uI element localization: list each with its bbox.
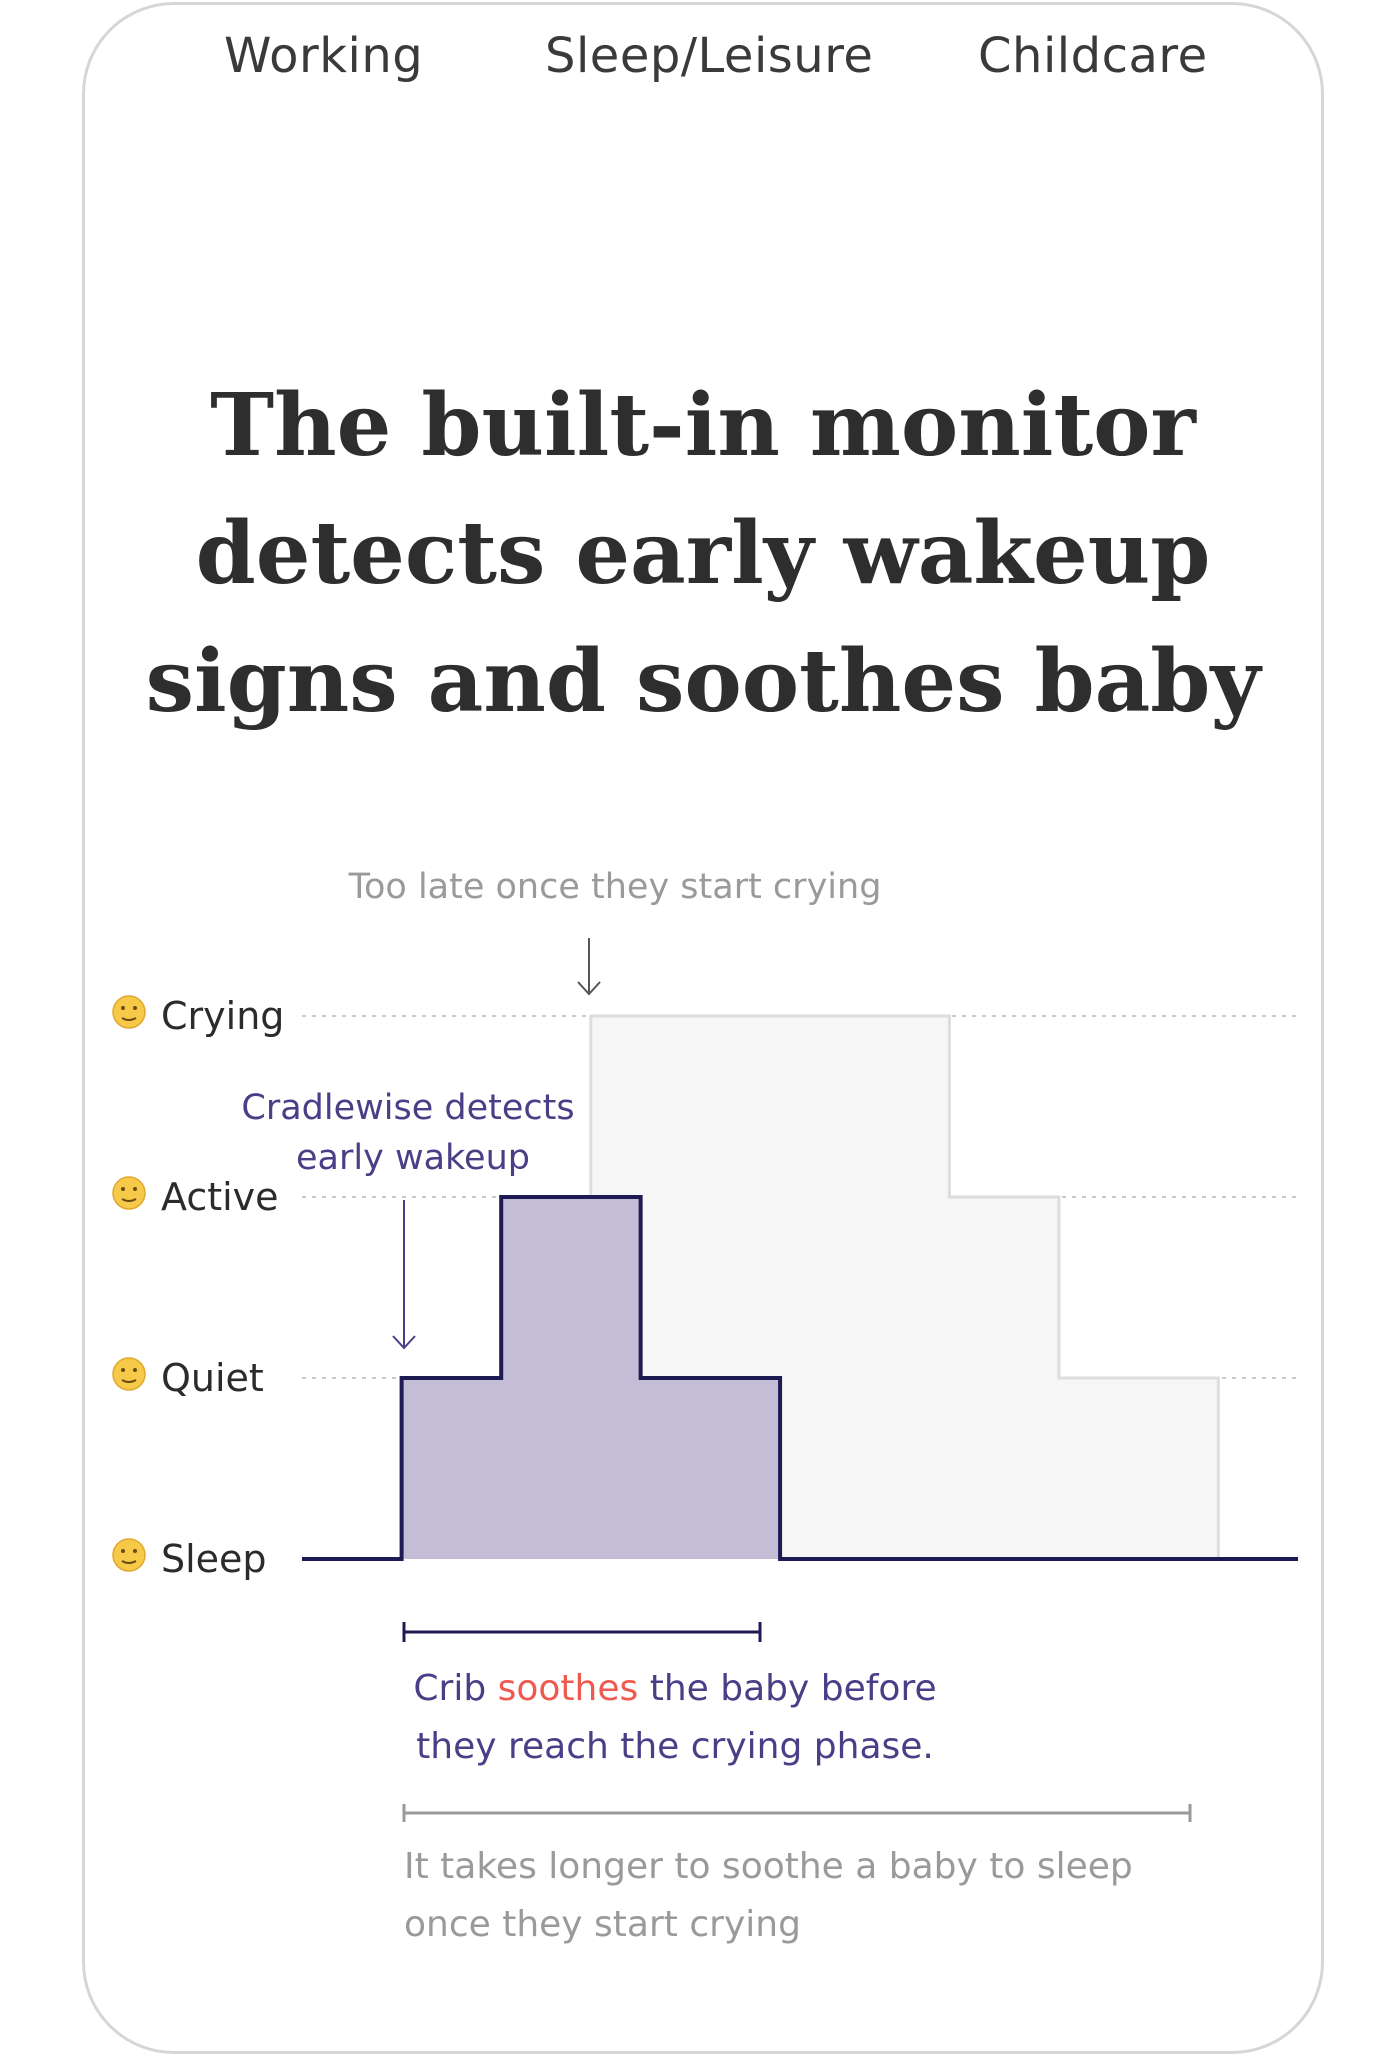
soothe-duration-bracket [402, 1622, 762, 1642]
soothe-caption: Crib soothes the baby before they reach … [395, 1660, 955, 1776]
emoji-eye-left [121, 1187, 125, 1191]
crying-duration-bracket [402, 1804, 1192, 1822]
ylabel-text-quiet: Quiet [161, 1356, 264, 1400]
ylabel-text-active: Active [161, 1175, 279, 1219]
sleeping-face-emoji [112, 1538, 146, 1572]
emoji-eye-left [121, 1006, 125, 1010]
crying-face-emoji [112, 995, 146, 1029]
emoji-eye-left [121, 1368, 125, 1372]
emoji-mouth [121, 1379, 137, 1383]
too-late-arrow-head [577, 981, 601, 996]
headline: The built-in monitor detects early wakeu… [82, 362, 1324, 746]
emoji-mouth [121, 1198, 137, 1202]
detects-arrow-head [392, 1335, 416, 1350]
ylabel-text-crying: Crying [161, 994, 284, 1038]
detects-annotation-line-2: early wakeup [296, 1138, 530, 1178]
headline-line-2: detects early wakeup [195, 503, 1211, 604]
headline-line-1: The built-in monitor [210, 375, 1196, 476]
y-axis-labels: Sleep Quiet Active Crying [112, 994, 284, 1581]
soothe-caption-line-1: Crib soothes the baby before [395, 1660, 955, 1718]
emoji-eye-right [133, 1006, 137, 1010]
ylabel-quiet: Quiet [112, 1356, 264, 1400]
soothe-caption-line-2: they reach the crying phase. [416, 1726, 934, 1767]
annotation-layer: Too late once they start crying Cradlewi… [241, 867, 882, 1350]
tab-sleep-leisure[interactable]: Sleep/Leisure [545, 28, 874, 84]
with-cradlewise-line [302, 1195, 1298, 1561]
without-cradlewise-line [589, 1014, 1220, 1559]
ylabel-text-sleep: Sleep [161, 1537, 267, 1581]
emoji-eye-right [133, 1368, 137, 1372]
too-late-annotation: Too late once they start crying [348, 867, 882, 907]
emoji-eye-right [133, 1549, 137, 1553]
emoji-mouth [121, 1017, 137, 1021]
emoji-eye-right [133, 1187, 137, 1191]
brackets [402, 1622, 1192, 1822]
headline-line-3: signs and soothes baby [145, 631, 1261, 732]
tab-bar: Working Sleep/Leisure Childcare [0, 28, 1400, 98]
with-cradlewise-area [401, 1197, 781, 1559]
detects-annotation-line-1: Cradlewise detects [241, 1088, 574, 1128]
tab-childcare[interactable]: Childcare [978, 28, 1208, 84]
longer-caption-line-1: It takes longer to soothe a baby to slee… [404, 1846, 1133, 1887]
tab-working[interactable]: Working [224, 28, 424, 84]
soothe-caption-highlight: soothes [497, 1668, 639, 1709]
longer-caption-line-2: once they start crying [404, 1904, 801, 1945]
sleep-state-chart: Sleep Quiet Active Crying Too late once the… [112, 867, 1298, 1581]
hugging-face-emoji [112, 1176, 146, 1210]
shushing-face-emoji [112, 1357, 146, 1391]
area-layer [302, 1014, 1298, 1561]
soothe-caption-prefix: Crib [413, 1668, 498, 1709]
ylabel-crying: Crying [112, 994, 284, 1038]
emoji-mouth [121, 1560, 137, 1564]
ylabel-sleep: Sleep [112, 1537, 267, 1581]
soothe-caption-suffix: the baby before [638, 1668, 937, 1709]
longer-caption: It takes longer to soothe a baby to slee… [404, 1838, 1164, 1954]
ylabel-active: Active [112, 1175, 279, 1219]
emoji-eye-left [121, 1549, 125, 1553]
